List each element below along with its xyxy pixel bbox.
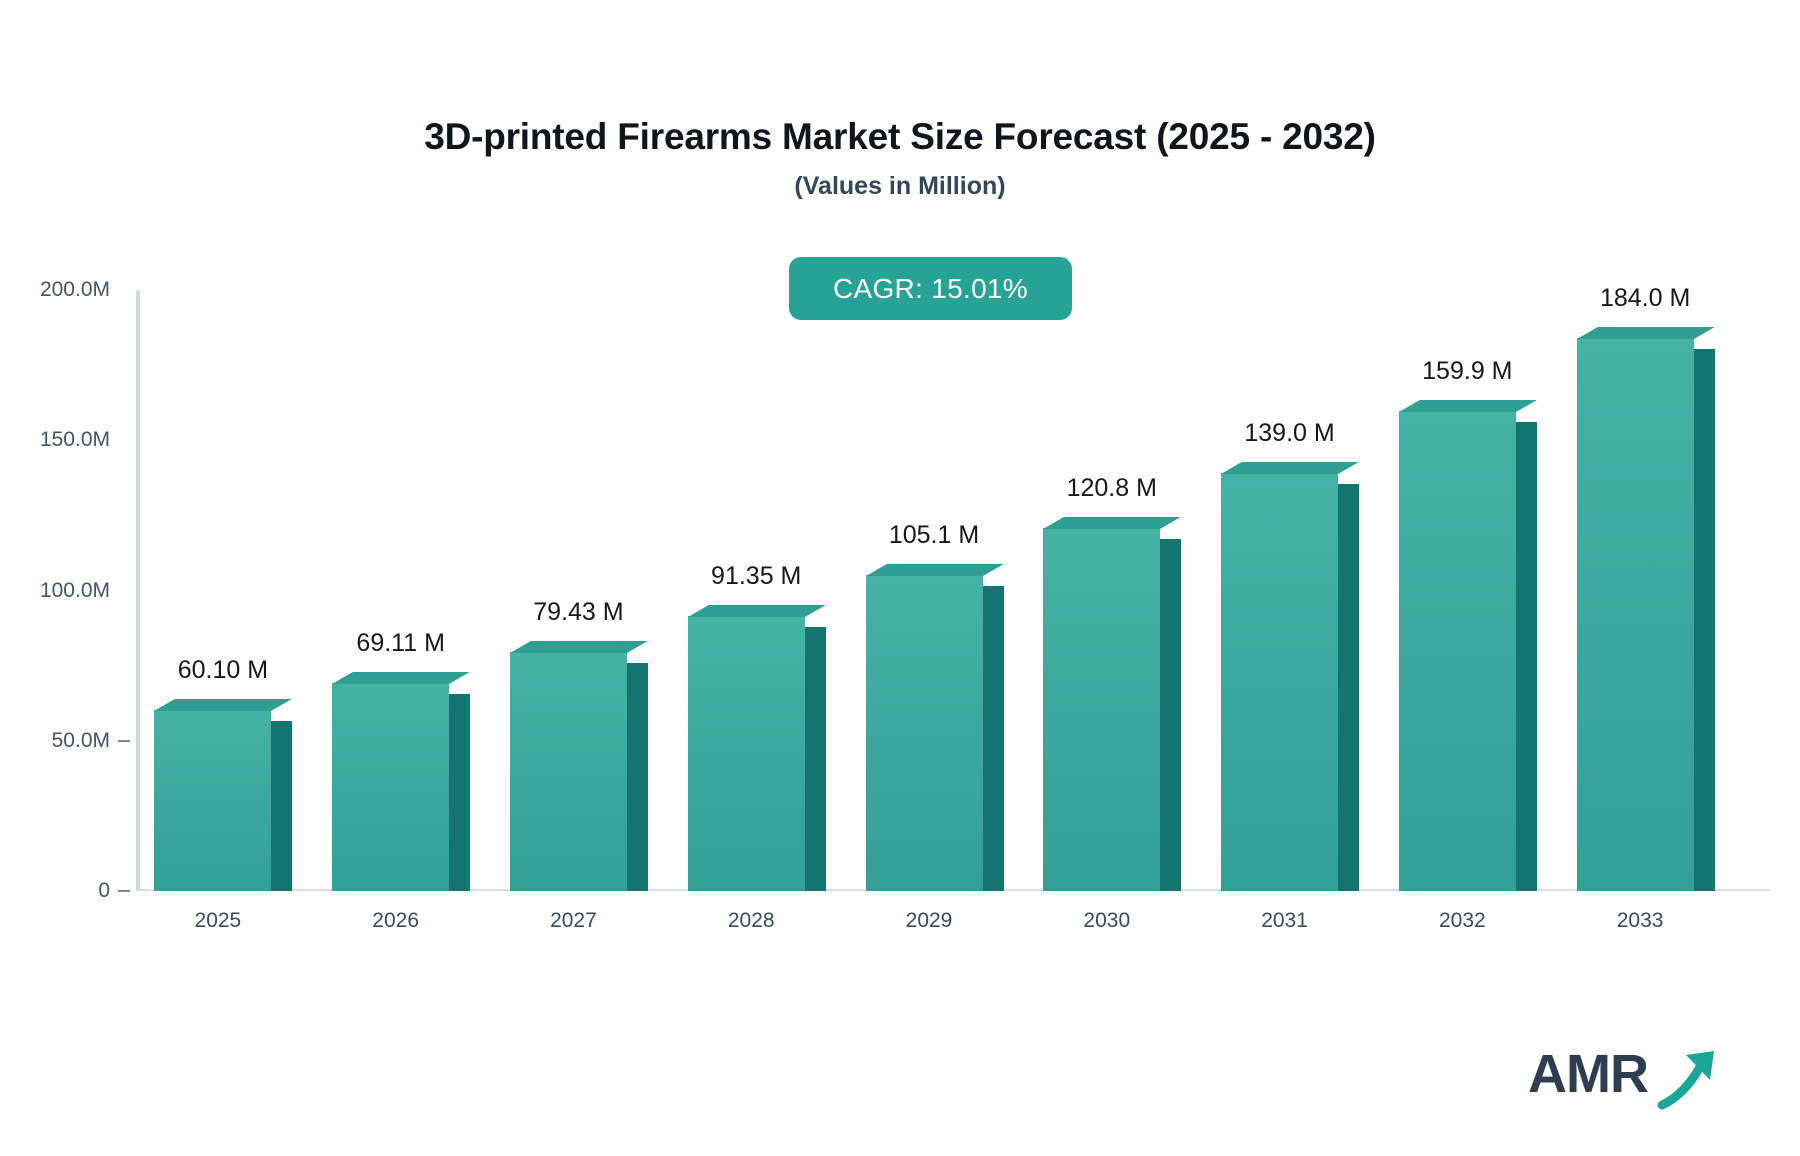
x-axis-tick-label: 2032 [1438,909,1486,932]
x-axis-tick-label: 2028 [727,909,775,932]
bar-2033 [1576,327,1715,891]
amr-logo-text: AMR [1528,1044,1649,1104]
y-axis-tick-label: 150.0M [39,428,110,452]
bar-value-label: 105.1 M [888,521,980,550]
bar-side-face [1693,349,1715,891]
bar-2025 [154,699,293,891]
bar-front-face [687,616,805,891]
amr-logo: AMR [1528,1043,1728,1113]
bar-value-label: 60.10 M [177,656,269,685]
bar-front-face [1043,527,1161,891]
bar-value-label: 79.43 M [533,598,624,627]
bar-front-face [332,683,450,891]
bar-top-face [1576,327,1715,340]
bar-front-face [154,710,272,891]
bar-2031 [1221,462,1360,891]
bar-top-face [687,605,826,618]
bar-front-face [1576,338,1694,891]
bar-2027 [509,641,648,891]
bar-front-face [509,652,627,891]
bar-2026 [332,672,471,891]
x-axis-tick-label: 2025 [194,909,242,932]
bar-value-label: 184.0 M [1599,284,1691,313]
y-axis-tick-label: 200.0M [39,278,110,301]
bar-value-label: 159.9 M [1422,356,1513,385]
bar-side-face [1160,538,1182,891]
x-axis-tick-label: 2026 [372,909,420,932]
bar-2032 [1398,399,1537,891]
bar-side-face [982,586,1004,891]
bar-top-face [865,564,1004,577]
page-title: 3D-printed Firearms Market Size Forecast… [424,116,1376,157]
bar-front-face [1221,473,1339,891]
bar-2029 [865,564,1004,891]
bar-front-face [1398,410,1516,891]
bar-side-face [449,694,471,891]
growth-arrow-icon [1656,1049,1726,1116]
bar-top-face [1398,399,1537,412]
bar-2030 [1043,516,1182,891]
x-axis-tick-label: 2027 [550,909,597,932]
bar-top-face [509,641,648,654]
x-axis-tick-label: 2031 [1261,909,1308,932]
bar-front-face [865,575,983,891]
bar-value-label: 69.11 M [356,629,445,658]
bar-side-face [1515,421,1537,891]
bar-top-face [332,672,470,685]
chart-subtitle: (Values in Million) [794,172,1006,200]
y-axis-tick [118,890,130,892]
bar-2028 [687,605,826,891]
bar-side-face [1338,484,1360,891]
cagr-badge: CAGR: 15.01% [789,257,1072,320]
bar-value-label: 120.8 M [1066,473,1157,502]
bar-value-label: 139.0 M [1244,419,1335,448]
y-axis-tick-label: 0 [98,879,110,902]
x-axis-tick-label: 2030 [1083,909,1131,932]
y-axis-tick [118,739,130,742]
cagr-badge-label: CAGR: 15.01% [832,272,1029,304]
bar-value-label: 91.35 M [711,562,802,591]
x-axis-tick-label: 2033 [1616,909,1664,932]
bar-top-face [1221,462,1359,475]
bar-top-face [1043,516,1182,529]
bar-side-face [271,721,293,891]
bar-side-face [626,663,648,891]
x-axis-tick-label: 2029 [905,909,953,932]
y-axis-line [136,290,140,891]
bar-side-face [804,627,826,891]
bar-top-face [154,699,293,712]
y-axis-tick-label: 100.0M [39,578,110,602]
y-axis-tick-label: 50.0M [51,728,110,752]
